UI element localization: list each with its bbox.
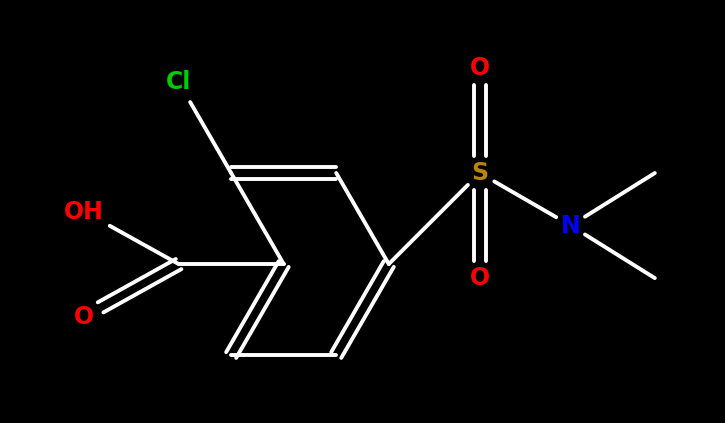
Text: OH: OH bbox=[64, 200, 104, 223]
Text: Cl: Cl bbox=[166, 70, 191, 94]
Text: O: O bbox=[470, 266, 490, 290]
Text: O: O bbox=[74, 305, 94, 329]
Text: O: O bbox=[470, 56, 490, 80]
Text: N: N bbox=[561, 214, 581, 238]
Text: S: S bbox=[471, 161, 489, 185]
